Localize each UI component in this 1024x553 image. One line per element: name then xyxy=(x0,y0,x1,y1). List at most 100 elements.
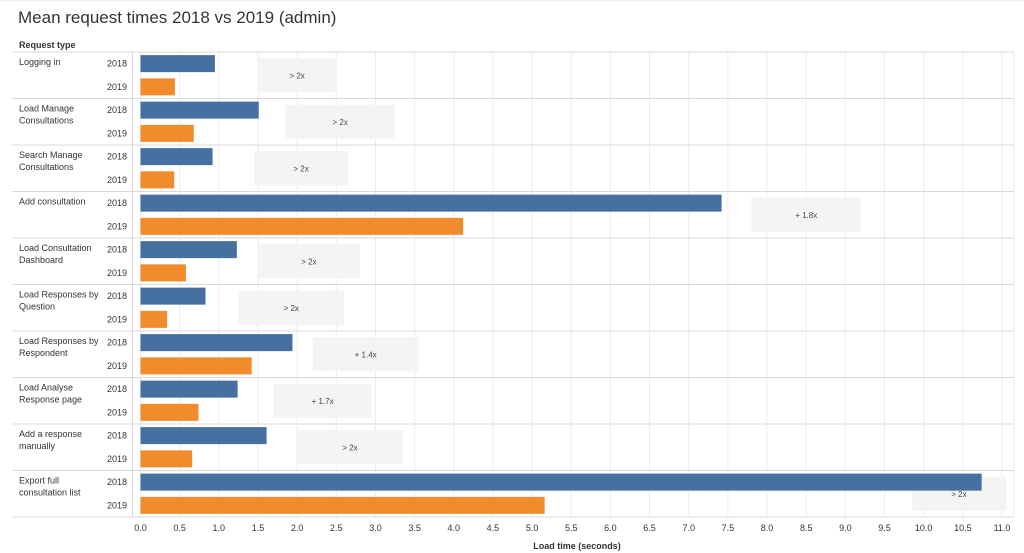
x-tick-label: 7.0 xyxy=(682,523,695,533)
category-label: Dashboard xyxy=(19,255,63,265)
x-tick-label: 1.0 xyxy=(213,523,226,533)
category-label: Respondent xyxy=(19,348,68,358)
x-axis-title: Load time (seconds) xyxy=(533,541,621,551)
row-header-label: Request type xyxy=(19,40,76,50)
year-label-2018: 2018 xyxy=(107,59,127,69)
year-label-2019: 2019 xyxy=(107,82,127,92)
bar-2018 xyxy=(140,427,267,445)
ratio-annotation-box xyxy=(238,290,345,325)
category-label: Consultations xyxy=(19,116,74,126)
ratio-annotation-box xyxy=(257,244,360,279)
category-label: Load Analyse xyxy=(19,383,73,393)
x-tick-label: 4.0 xyxy=(448,523,461,533)
bar-2019 xyxy=(140,310,168,328)
bar-2019 xyxy=(140,264,186,282)
year-label-2019: 2019 xyxy=(107,500,127,510)
category-label: Consultations xyxy=(19,162,74,172)
year-label-2018: 2018 xyxy=(107,245,127,255)
bar-2019 xyxy=(140,124,194,142)
year-label-2019: 2019 xyxy=(107,454,127,464)
x-tick-label: 1.5 xyxy=(252,523,265,533)
x-tick-label: 5.0 xyxy=(526,523,539,533)
year-label-2019: 2019 xyxy=(107,268,127,278)
ratio-annotation-label: + 1.4x xyxy=(355,350,377,359)
year-label-2018: 2018 xyxy=(107,338,127,348)
x-tick-label: 8.0 xyxy=(761,523,774,533)
category-label: Search Manage xyxy=(19,150,83,160)
category-label: Load Consultation xyxy=(19,243,92,253)
bar-2018 xyxy=(140,101,259,119)
bar-2019 xyxy=(140,171,175,189)
ratio-annotation-label: > 2x xyxy=(289,71,304,80)
ratio-annotation-box xyxy=(751,197,862,232)
x-tick-label: 2.5 xyxy=(330,523,343,533)
x-tick-label: 3.5 xyxy=(408,523,421,533)
category-label: Load Manage xyxy=(19,104,74,114)
category-label: Question xyxy=(19,302,55,312)
x-tick-label: 6.0 xyxy=(604,523,617,533)
x-tick-label: 10.0 xyxy=(915,523,933,533)
bar-2018 xyxy=(140,380,238,398)
x-tick-label: 2.0 xyxy=(291,523,304,533)
x-tick-label: 0.0 xyxy=(134,523,147,533)
bar-2018 xyxy=(140,241,237,259)
bar-2018 xyxy=(140,287,206,305)
year-label-2018: 2018 xyxy=(107,384,127,394)
category-label: Export full xyxy=(19,476,59,486)
year-label-2018: 2018 xyxy=(107,105,127,115)
x-tick-label: 9.0 xyxy=(839,523,852,533)
ratio-annotation-label: > 2x xyxy=(951,490,966,499)
year-label-2018: 2018 xyxy=(107,477,127,487)
category-label: Response page xyxy=(19,395,82,405)
x-tick-label: 10.5 xyxy=(954,523,972,533)
year-label-2018: 2018 xyxy=(107,198,127,208)
category-label: Logging in xyxy=(19,57,61,67)
ratio-annotation-box xyxy=(254,151,349,186)
x-tick-label: 11.0 xyxy=(994,523,1011,533)
ratio-annotation-label: + 1.8x xyxy=(795,211,817,220)
ratio-annotation-label: > 2x xyxy=(293,164,308,173)
bar-2019 xyxy=(140,496,545,514)
ratio-annotation-label: > 2x xyxy=(342,443,357,452)
category-label: Load Responses by xyxy=(19,290,99,300)
x-tick-label: 0.5 xyxy=(173,523,186,533)
category-label: manually xyxy=(19,441,56,451)
category-label: Add consultation xyxy=(19,197,86,207)
ratio-annotation-box xyxy=(312,337,419,372)
x-tick-label: 9.5 xyxy=(878,523,891,533)
ratio-annotation-box xyxy=(297,430,403,465)
bar-2019 xyxy=(140,357,252,375)
bar-2018 xyxy=(140,148,213,166)
bar-2019 xyxy=(140,78,175,96)
year-label-2019: 2019 xyxy=(107,361,127,371)
ratio-annotation-label: + 1.7x xyxy=(312,397,334,406)
year-label-2018: 2018 xyxy=(107,431,127,441)
x-tick-label: 6.5 xyxy=(643,523,656,533)
ratio-annotation-box xyxy=(285,104,396,139)
ratio-annotation-label: > 2x xyxy=(333,118,348,127)
category-label: Load Responses by xyxy=(19,336,99,346)
ratio-annotation-label: > 2x xyxy=(301,257,316,266)
year-label-2019: 2019 xyxy=(107,221,127,231)
x-tick-label: 8.5 xyxy=(800,523,813,533)
x-tick-label: 3.0 xyxy=(369,523,382,533)
category-label: Add a response xyxy=(19,429,82,439)
ratio-annotation-box xyxy=(257,58,337,93)
x-tick-label: 4.5 xyxy=(487,523,500,533)
year-label-2019: 2019 xyxy=(107,407,127,417)
bar-2018 xyxy=(140,194,722,212)
year-label-2018: 2018 xyxy=(107,152,127,162)
x-tick-label: 7.5 xyxy=(722,523,735,533)
year-label-2018: 2018 xyxy=(107,291,127,301)
bar-2018 xyxy=(140,473,982,491)
top-divider xyxy=(0,0,1024,1)
bar-2018 xyxy=(140,55,215,73)
category-label: consultation list xyxy=(19,488,81,498)
x-tick-label: 5.5 xyxy=(565,523,578,533)
year-label-2019: 2019 xyxy=(107,128,127,138)
year-label-2019: 2019 xyxy=(107,175,127,185)
bar-2018 xyxy=(140,334,293,352)
bar-2019 xyxy=(140,217,464,235)
bar-2019 xyxy=(140,450,193,468)
